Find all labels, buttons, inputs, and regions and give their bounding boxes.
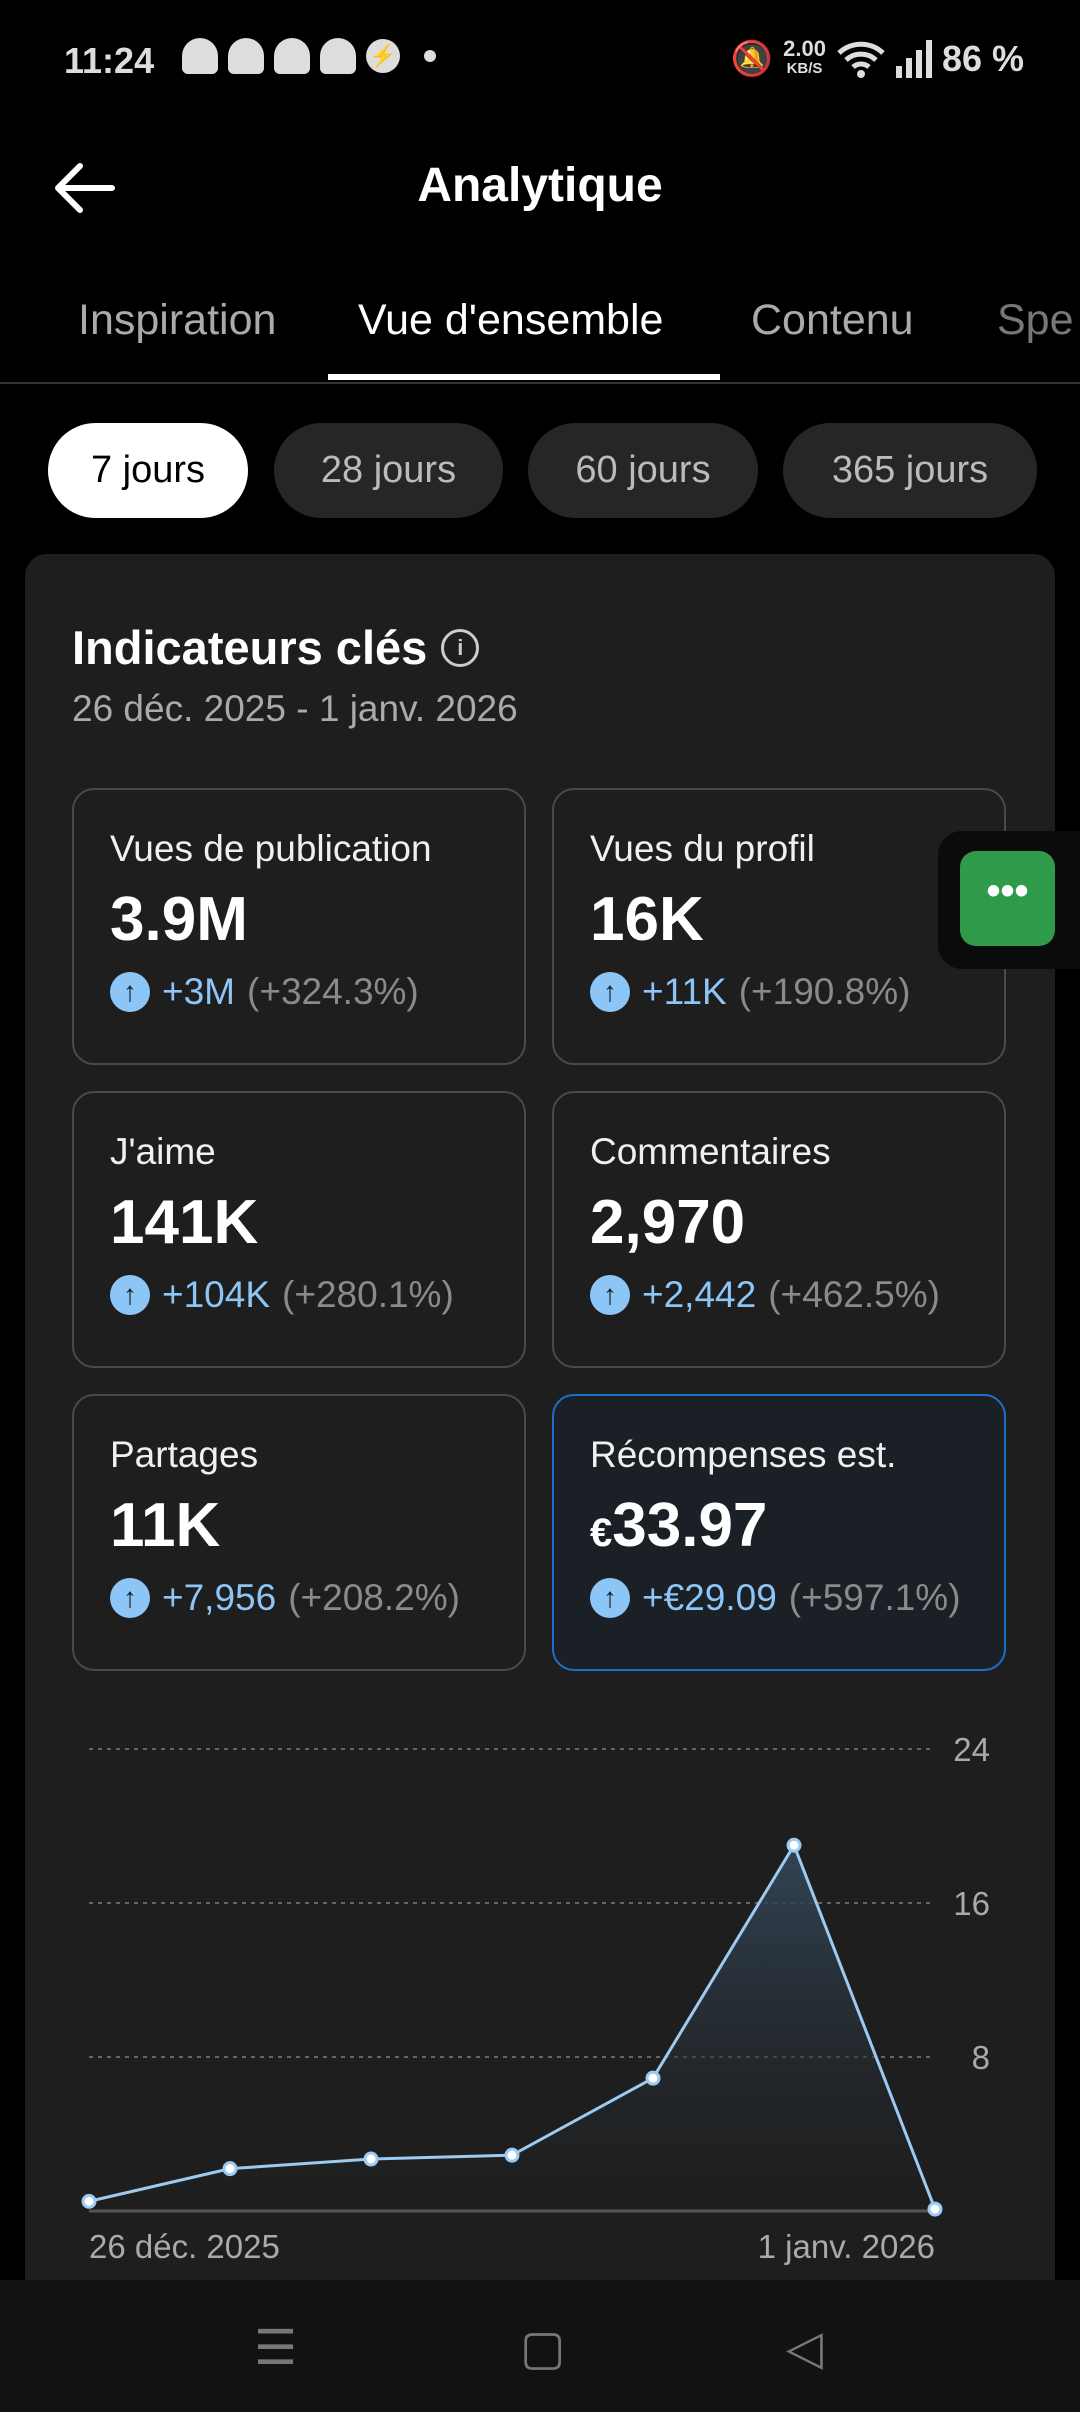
- rewards-line-chart: 26 déc. 2025 1 janv. 2026 8 16 24: [81, 1731, 990, 2265]
- metric-profile-views[interactable]: Vues du profil 16K ↑ +11K (+190.8%): [552, 788, 1006, 1065]
- currency-symbol: €: [590, 1511, 613, 1555]
- data-point[interactable]: [81, 2193, 97, 2209]
- active-tab-indicator: [328, 374, 720, 380]
- x-tick-label: 1 janv. 2026: [758, 2228, 935, 2265]
- metric-shares[interactable]: Partages 11K ↑ +7,956 (+208.2%): [72, 1394, 526, 1671]
- period-7-days[interactable]: 7 jours: [48, 423, 248, 518]
- data-point[interactable]: [504, 2147, 520, 2163]
- metric-delta: +2,442: [642, 1274, 757, 1315]
- home-icon[interactable]: ▢: [520, 2322, 566, 2375]
- metric-value: 141K: [110, 1188, 259, 1257]
- recent-apps-icon[interactable]: ☰: [254, 2322, 298, 2375]
- y-tick-label: 16: [953, 1885, 990, 1922]
- speed-unit: KB/S: [786, 60, 823, 77]
- snapchat-icon: [228, 38, 264, 74]
- wifi-icon: [837, 41, 885, 78]
- period-28-days[interactable]: 28 jours: [274, 423, 503, 518]
- snapchat-icon: [274, 38, 310, 74]
- arrow-up-icon: ↑: [110, 972, 150, 1012]
- metric-delta: +104K: [162, 1274, 271, 1315]
- back-nav-icon[interactable]: ◁: [786, 2322, 823, 2375]
- chart-area: [89, 1845, 935, 2211]
- period-365-days[interactable]: 365 jours: [783, 423, 1037, 518]
- tab-bar: Inspiration Vue d'ensemble Contenu Spe: [0, 290, 1080, 384]
- metric-pct: (+280.1%): [282, 1274, 454, 1315]
- data-point[interactable]: [786, 1837, 802, 1853]
- status-time: 11:24: [64, 40, 155, 81]
- data-point[interactable]: [927, 2201, 943, 2217]
- signal-icon: [895, 40, 932, 78]
- date-range: 26 déc. 2025 - 1 janv. 2026: [72, 688, 518, 729]
- metric-estimated-rewards[interactable]: Récompenses est. €33.97 ↑ +€29.09 (+597.1%…: [552, 1394, 1006, 1671]
- metric-pct: (+208.2%): [288, 1577, 460, 1618]
- metric-value-number: 33.97: [612, 1491, 768, 1560]
- x-tick-label: 26 déc. 2025: [89, 2228, 280, 2265]
- tab-overview[interactable]: Vue d'ensemble: [358, 296, 664, 344]
- section-title-text: Indicateurs clés: [72, 621, 428, 674]
- back-arrow-icon[interactable]: [50, 158, 120, 218]
- tab-inspiration[interactable]: Inspiration: [78, 296, 277, 344]
- period-60-days[interactable]: 60 jours: [528, 423, 758, 518]
- metric-value: 2,970: [590, 1188, 746, 1257]
- metric-label: Récompenses est.: [590, 1434, 897, 1475]
- metric-delta: +7,956: [162, 1577, 277, 1618]
- messenger-icon: ⚡: [366, 39, 400, 73]
- y-tick-label: 8: [972, 2039, 990, 2076]
- status-bar: 11:24 ⚡ 🔕 2.00 KB/S 86 %: [0, 38, 1080, 88]
- arrow-up-icon: ↑: [590, 1275, 630, 1315]
- header: Analytique: [0, 150, 1080, 230]
- network-speed: 2.00 KB/S: [783, 36, 826, 79]
- system-nav-bar: ☰ ▢ ◁: [0, 2280, 1080, 2412]
- tab-spectators[interactable]: Spe: [997, 296, 1074, 344]
- battery-level: 86 %: [941, 38, 1024, 79]
- metric-delta: +€29.09: [642, 1577, 777, 1618]
- metric-delta: +3M: [162, 971, 236, 1012]
- notification-icons: ⚡: [182, 38, 436, 74]
- metric-label: Vues du profil: [590, 828, 815, 869]
- metric-pct: (+190.8%): [738, 971, 911, 1012]
- more-options-button[interactable]: •••: [960, 851, 1055, 946]
- section-title: Indicateurs clés i: [72, 620, 480, 675]
- data-point[interactable]: [645, 2070, 661, 2086]
- metric-label: J'aime: [110, 1131, 216, 1172]
- metric-comments[interactable]: Commentaires 2,970 ↑ +2,442 (+462.5%): [552, 1091, 1006, 1368]
- metric-value: 16K: [590, 885, 704, 954]
- metric-value: €33.97: [590, 1490, 1004, 1561]
- arrow-up-icon: ↑: [590, 972, 630, 1012]
- metric-pct: (+462.5%): [768, 1274, 940, 1315]
- metric-label: Vues de publication: [110, 828, 432, 869]
- speed-value: 2.00: [783, 36, 826, 61]
- metric-delta: +11K: [642, 971, 727, 1012]
- metric-value: 3.9M: [110, 885, 248, 954]
- data-point[interactable]: [222, 2161, 238, 2177]
- metric-pct: (+324.3%): [247, 971, 419, 1012]
- tab-content[interactable]: Contenu: [751, 296, 914, 344]
- snapchat-icon: [182, 38, 218, 74]
- mute-icon: 🔕: [730, 40, 774, 78]
- y-tick-label: 24: [953, 1731, 990, 1768]
- snapchat-icon: [320, 38, 356, 74]
- metric-pct: (+597.1%): [788, 1577, 961, 1618]
- metric-label: Commentaires: [590, 1131, 831, 1172]
- metric-post-views[interactable]: Vues de publication 3.9M ↑ +3M (+324.3%): [72, 788, 526, 1065]
- data-point[interactable]: [363, 2151, 379, 2167]
- arrow-up-icon: ↑: [590, 1578, 630, 1618]
- page-title: Analytique: [417, 159, 663, 212]
- metric-label: Partages: [110, 1434, 259, 1475]
- arrow-up-icon: ↑: [110, 1578, 150, 1618]
- floating-widget: •••: [938, 831, 1080, 969]
- metric-likes[interactable]: J'aime 141K ↑ +104K (+280.1%): [72, 1091, 526, 1368]
- more-notifications-icon: [424, 50, 436, 62]
- info-icon[interactable]: i: [441, 628, 480, 667]
- arrow-up-icon: ↑: [110, 1275, 150, 1315]
- metric-value: 11K: [110, 1491, 221, 1560]
